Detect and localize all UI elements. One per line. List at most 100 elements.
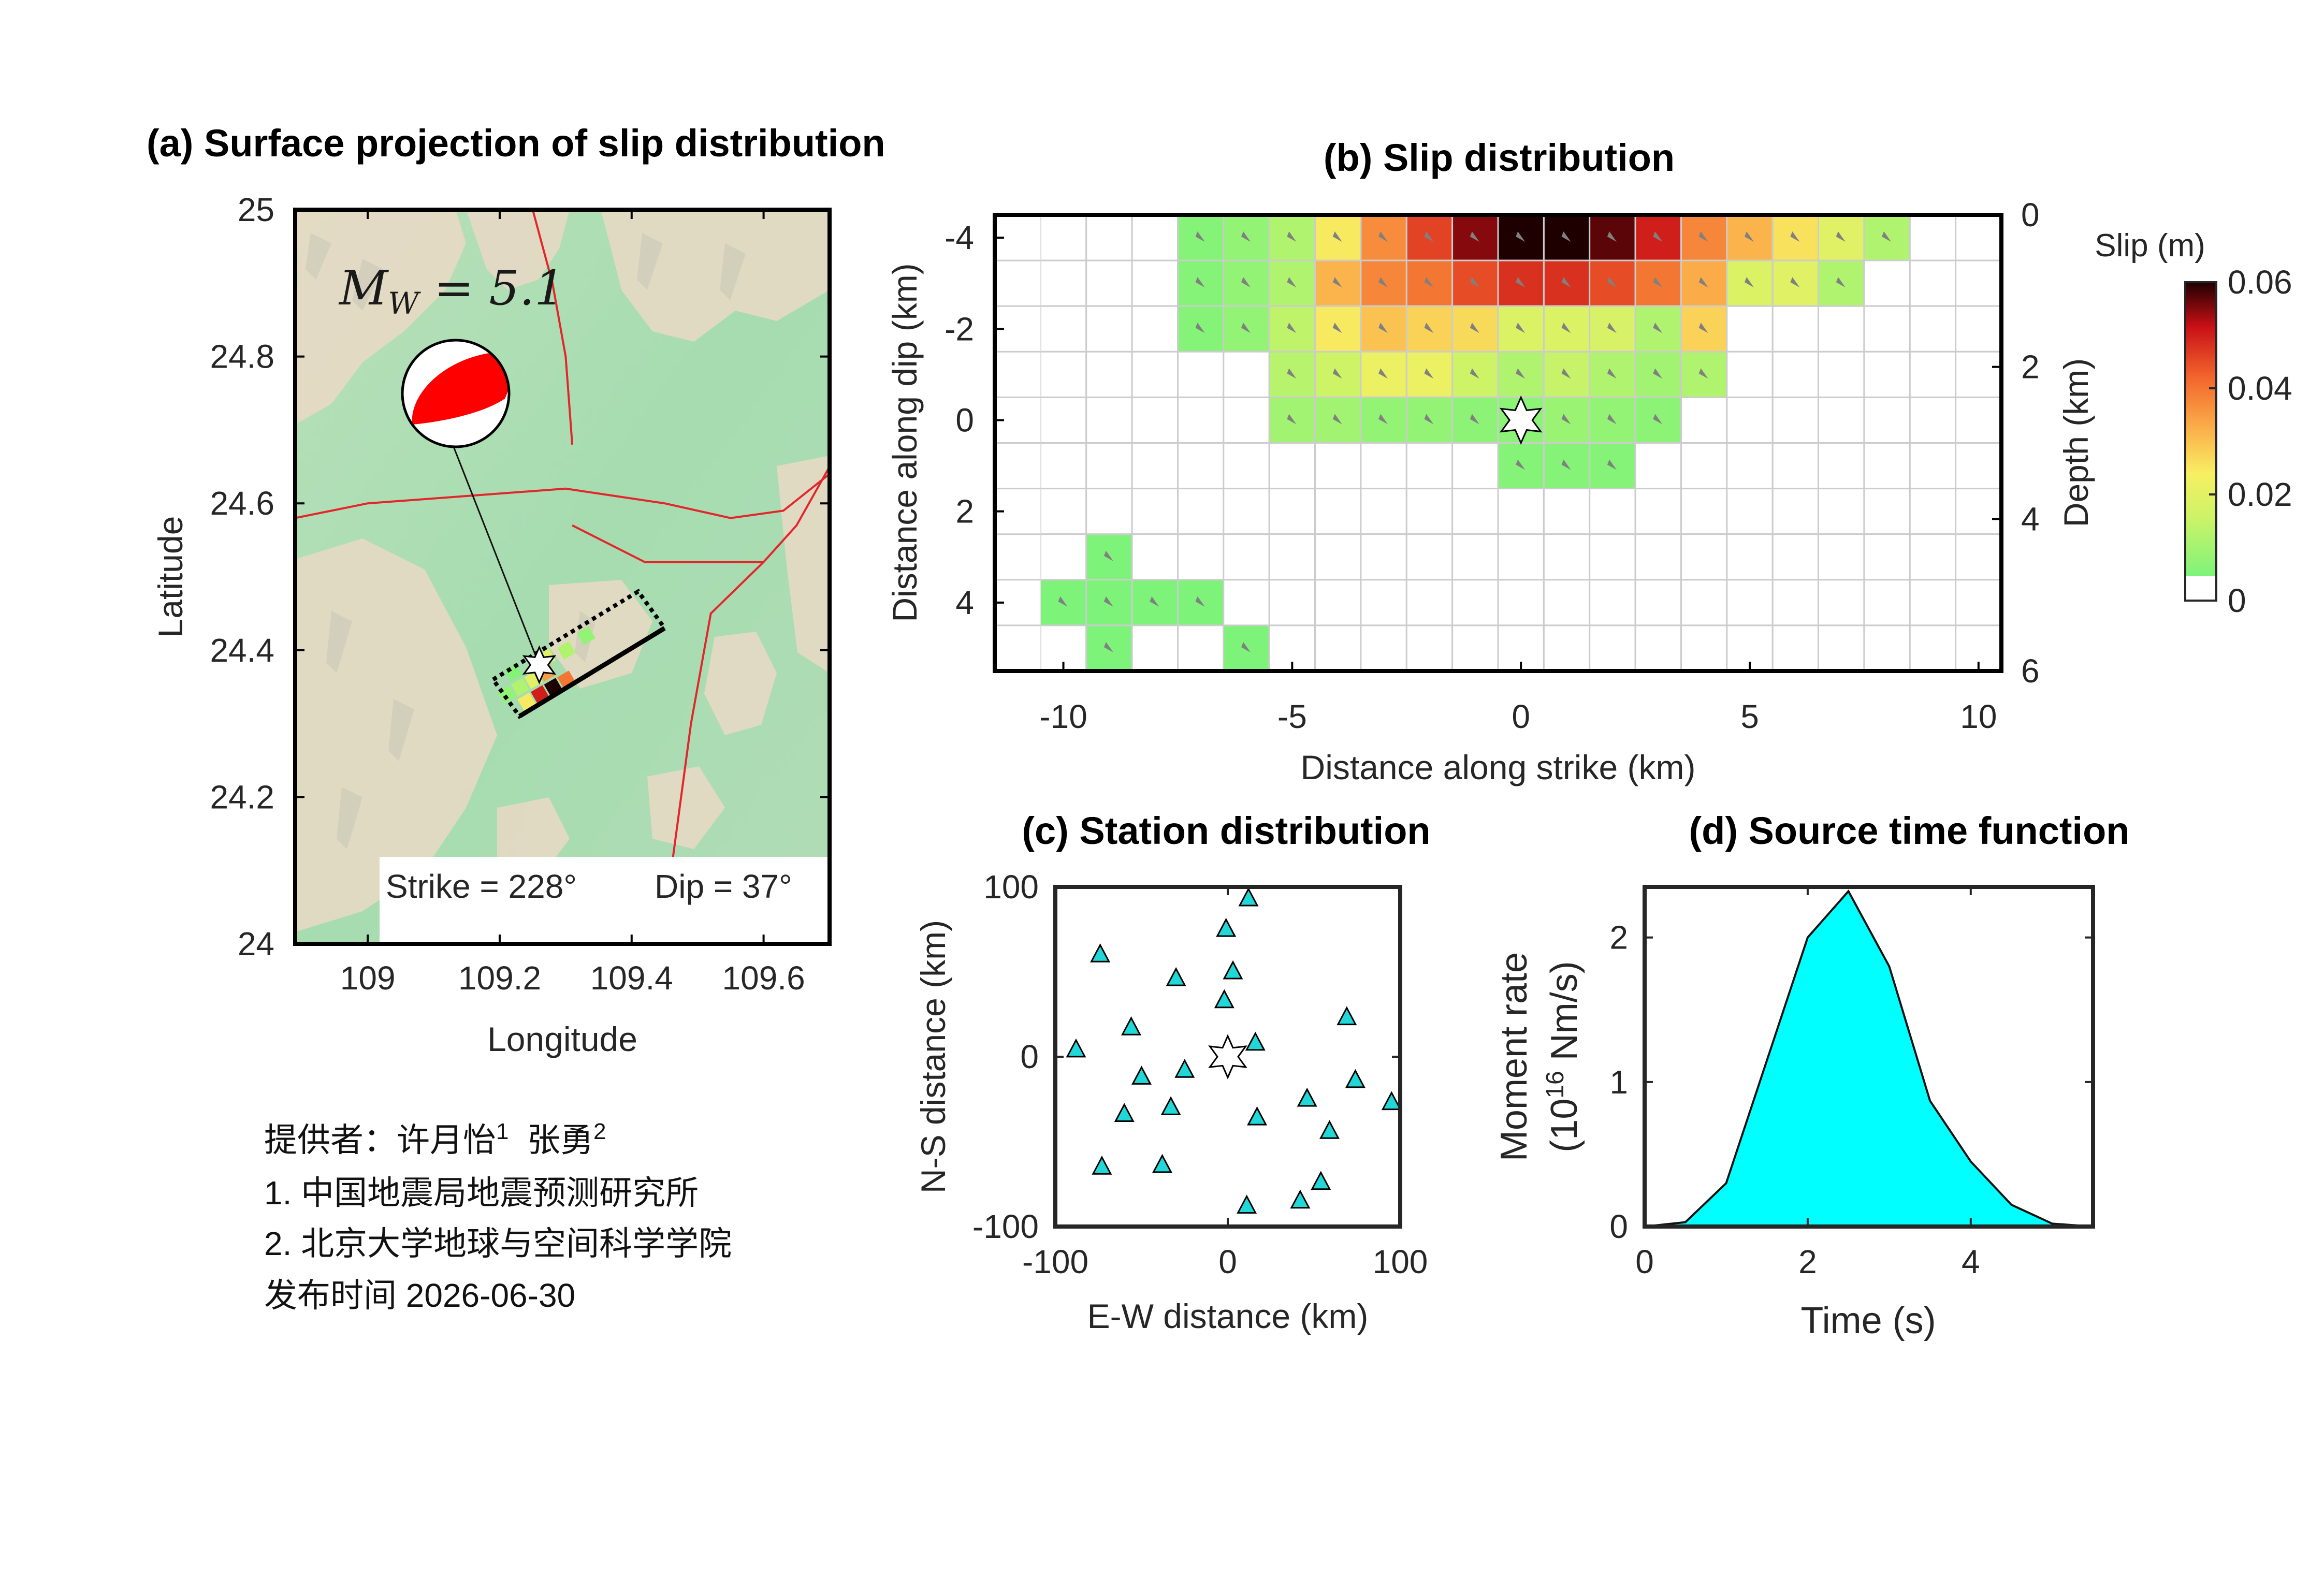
- station-triangle: [1166, 967, 1186, 986]
- station-triangle: [1152, 1154, 1172, 1173]
- slip-cell: [1085, 396, 1133, 444]
- slip-cell: [1085, 305, 1133, 353]
- slip-cell: [1726, 351, 1774, 398]
- slip-cell: [1039, 305, 1087, 353]
- rake-arrow: [1745, 231, 1754, 242]
- slip-cell: [1680, 396, 1728, 444]
- rake-arrow: [1287, 277, 1297, 288]
- slip-cell: [1680, 442, 1728, 490]
- rake-arrow: [1516, 231, 1526, 242]
- rake-arrow: [1103, 596, 1113, 607]
- slip-cell: [1863, 488, 1911, 535]
- slip-cell: [1039, 351, 1087, 398]
- slip-cell: [1085, 488, 1133, 535]
- slip-projection-patch: [557, 641, 576, 660]
- slip-cell: [1223, 442, 1270, 490]
- map-xtick-label: 109.2: [458, 959, 541, 997]
- slip-title: (b) Slip distribution: [1324, 136, 1675, 179]
- rake-arrow: [1332, 323, 1342, 333]
- depth-ytick-label: 4: [2021, 500, 2040, 537]
- hypocenter-star-shape: [1499, 395, 1543, 445]
- fault-box: [490, 589, 668, 719]
- rake-arrow: [1378, 368, 1388, 379]
- slip-cell: [1405, 624, 1454, 672]
- rake-arrow: [1516, 459, 1526, 470]
- rake-arrow: [1698, 277, 1708, 288]
- stf-ytick-label: 1: [1609, 1063, 1628, 1101]
- slip-cell: [1405, 533, 1454, 581]
- stf-xtick-label: 2: [1798, 1243, 1817, 1280]
- rake-arrow: [1470, 231, 1479, 242]
- stf-ylabel-line1: Moment rate: [1493, 952, 1535, 1161]
- slip-cell: [1451, 442, 1499, 490]
- stf-title: (d) Source time function: [1689, 809, 2130, 852]
- slip-cell: [1497, 533, 1545, 581]
- map-ytick-label: 24.2: [210, 778, 274, 815]
- stations-xtick-label: 100: [1373, 1243, 1428, 1280]
- slip-cell: [1818, 351, 1865, 398]
- slip-cell: [1955, 396, 2002, 444]
- slip-cell: [1634, 488, 1682, 535]
- rake-arrow: [1241, 231, 1251, 242]
- beachball-leader: [453, 446, 540, 665]
- slip-cell: [1131, 442, 1179, 490]
- map-xtick-label: 109.4: [590, 959, 673, 997]
- slip-cell: [1909, 579, 1957, 626]
- beachball: [401, 339, 511, 448]
- slip-projection-patch: [511, 678, 530, 696]
- rake-arrow: [1332, 368, 1342, 379]
- slip-cell: [1680, 533, 1728, 581]
- stf-ytick-label: 0: [1609, 1208, 1628, 1245]
- slip-cell: [1039, 214, 1087, 261]
- station-triangle: [1216, 917, 1237, 937]
- stf-xlabel: Time (s): [1800, 1300, 1936, 1341]
- slip-cell: [1543, 624, 1591, 672]
- fault-line: [531, 210, 574, 445]
- station-triangle: [1311, 1171, 1331, 1190]
- slip-cell: [1818, 579, 1865, 626]
- rake-arrow: [1561, 231, 1571, 242]
- rake-arrow: [1607, 231, 1617, 242]
- rake-arrow: [1378, 231, 1388, 242]
- slip-cell: [1314, 579, 1362, 626]
- rake-arrow: [1424, 368, 1434, 379]
- station-triangle: [1214, 989, 1234, 1009]
- slip-cell: [1863, 396, 1911, 444]
- rake-arrow: [1287, 323, 1297, 333]
- rake-arrow: [1378, 414, 1388, 425]
- slip-ytick-label: -4: [945, 219, 974, 256]
- rake-arrow: [1516, 277, 1526, 288]
- slip-xtick-label: 0: [1512, 698, 1530, 735]
- stf-area: [1644, 889, 2094, 1228]
- map-ytick-label: 24.8: [210, 338, 274, 375]
- rake-arrow: [1607, 459, 1617, 470]
- slip-cell: [1909, 351, 1957, 398]
- slip-cell: [1451, 259, 1499, 307]
- map-xtick-label: 109: [340, 959, 396, 997]
- slip-cell: [1771, 579, 1820, 626]
- rake-arrow: [1790, 277, 1800, 288]
- slip-cell: [1085, 442, 1133, 490]
- slip-cell: [1223, 533, 1270, 581]
- stations-ytick-label: 0: [1020, 1038, 1039, 1075]
- rake-arrow: [1470, 368, 1479, 379]
- stations-ytick-label: 100: [983, 868, 1039, 906]
- slip-cell: [1451, 488, 1499, 535]
- slip-cell: [1771, 533, 1820, 581]
- rake-arrow: [1698, 368, 1708, 379]
- slip-cell: [1589, 533, 1636, 581]
- slip-cell: [1680, 624, 1728, 672]
- colorbar-tick-label: 0.04: [2228, 370, 2292, 407]
- slip-ylabel: Distance along dip (km): [885, 263, 924, 622]
- slip-cell: [1405, 579, 1454, 626]
- stations-title: (c) Station distribution: [1022, 809, 1430, 852]
- slip-cell: [1955, 488, 2002, 535]
- slip-cell: [1863, 579, 1911, 626]
- slip-cell: [1131, 396, 1179, 444]
- slip-cell: [1863, 442, 1911, 490]
- credit-provider: 提供者：许月怡1 张勇2: [264, 1120, 606, 1157]
- fault-line: [763, 466, 830, 563]
- slip-cell: [1314, 624, 1362, 672]
- stations-panel: -100 0 100 -100 0 100 E-W distance (km) N-S d…: [914, 868, 1428, 1335]
